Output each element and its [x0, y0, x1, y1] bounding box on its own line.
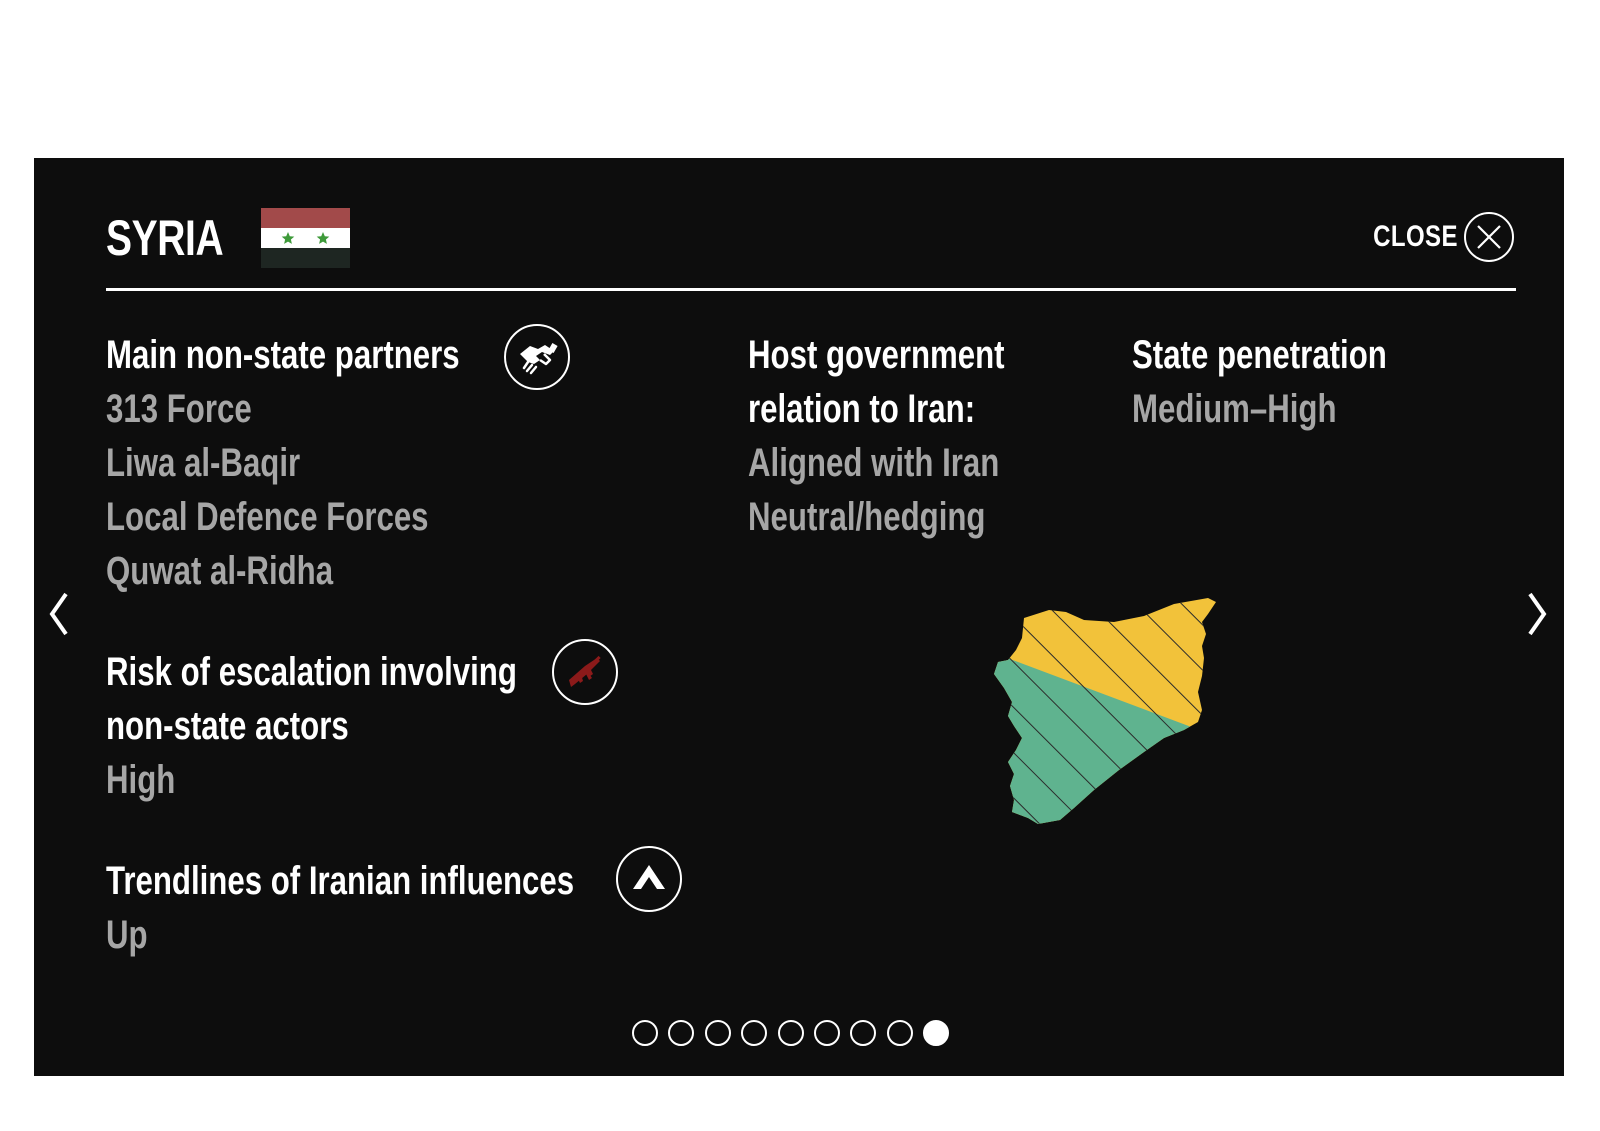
chevron-left-icon — [49, 592, 68, 636]
state-penetration-value: Medium–High — [1132, 387, 1337, 431]
close-label: CLOSE — [1373, 220, 1458, 253]
handshake-icon — [504, 324, 570, 390]
close-icon — [1464, 212, 1514, 262]
up-arrow-icon — [616, 846, 682, 912]
pagination — [632, 1020, 960, 1046]
header-divider — [106, 288, 1516, 291]
pagination-dot[interactable] — [923, 1020, 950, 1046]
syria-flag-icon — [261, 208, 350, 268]
rifle-icon — [552, 639, 618, 705]
trend-value: Up — [106, 913, 148, 957]
host-government-heading-line2: relation to Iran: — [748, 387, 976, 431]
host-government-heading: Host government — [748, 333, 1005, 377]
pagination-dot[interactable] — [850, 1020, 877, 1046]
trend-section: Trendlines of Iranian influences Up — [106, 854, 706, 962]
pagination-dot[interactable] — [632, 1020, 658, 1046]
state-penetration-heading: State penetration — [1132, 333, 1387, 377]
chevron-right-icon — [1528, 592, 1547, 636]
host-government-section: Host government relation to Iran: Aligne… — [748, 328, 1077, 544]
pagination-dot[interactable] — [886, 1020, 913, 1046]
pagination-dot[interactable] — [813, 1020, 840, 1046]
risk-heading: Risk of escalation involving — [106, 650, 517, 694]
risk-value: High — [106, 758, 176, 802]
partner-item: 313 Force — [106, 387, 252, 431]
country-panel: SYRIA CLOSE Main non-state partners 313 … — [34, 158, 1564, 1076]
pagination-dot[interactable] — [704, 1020, 731, 1046]
partners-heading: Main non-state partners — [106, 333, 460, 377]
host-government-value: Aligned with Iran — [748, 441, 1000, 485]
risk-section: Risk of escalation involving non-state a… — [106, 645, 633, 807]
partner-item: Local Defence Forces — [106, 495, 429, 539]
pagination-dot[interactable] — [777, 1020, 804, 1046]
country-title: SYRIA — [106, 210, 224, 266]
next-arrow-button[interactable] — [1524, 590, 1550, 643]
pagination-dot[interactable] — [668, 1020, 695, 1046]
host-government-value: Neutral/hedging — [748, 495, 986, 539]
close-button[interactable]: CLOSE — [1352, 212, 1514, 262]
pagination-dot[interactable] — [741, 1020, 768, 1046]
partners-section: Main non-state partners 313 Force Liwa a… — [106, 328, 559, 598]
state-penetration-section: State penetration Medium–High — [1132, 328, 1459, 436]
partner-item: Liwa al-Baqir — [106, 441, 301, 485]
risk-heading-line2: non-state actors — [106, 704, 349, 748]
prev-arrow-button[interactable] — [46, 590, 72, 643]
trend-heading: Trendlines of Iranian influences — [106, 859, 575, 903]
syria-map — [994, 598, 1264, 863]
partner-item: Quwat al-Ridha — [106, 549, 334, 593]
